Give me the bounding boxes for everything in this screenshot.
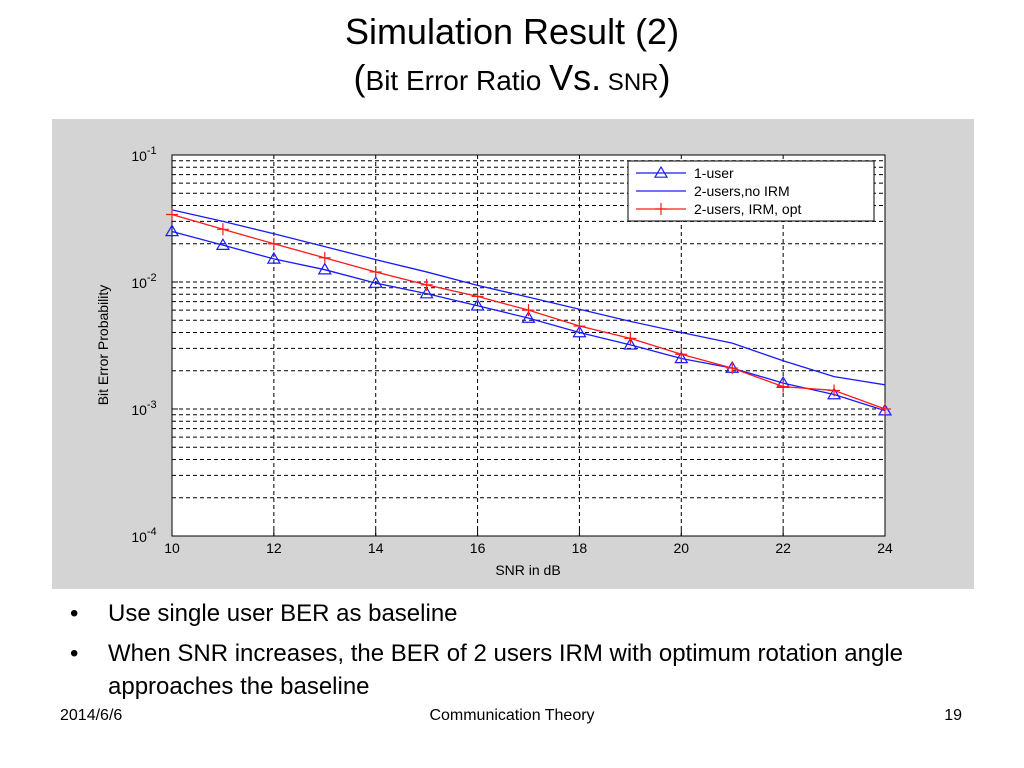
y-tick-label: 10-2 [131,272,156,291]
plus-marker [726,362,739,375]
subtitle-part1: Bit Error Ratio [365,65,550,96]
plus-marker [471,290,484,303]
footer-page-number: 19 [944,707,962,724]
x-tick-label: 12 [266,540,282,556]
series-3 [166,208,891,415]
triangle-marker [572,325,587,338]
triangle-marker [266,251,281,264]
plus-marker [267,237,280,250]
bullet-item: Use single user BER as baseline [66,597,996,630]
x-tick-label: 18 [572,540,588,556]
axis-ticks: 10 12 14 16 18 20 22 24 10-1 10-2 10-3 10-4 [131,145,893,556]
x-tick-label: 14 [368,540,384,556]
triangle-marker [368,275,383,288]
plus-marker [828,384,841,397]
x-tick-label: 20 [673,540,689,556]
plus-marker [166,208,178,221]
y-axis-label: Bit Error Probability [95,285,111,406]
chart-figure: 10 12 14 16 18 20 22 24 10-1 10-2 10-3 10-4 SNR in … [52,119,974,589]
triangle-marker [164,224,180,237]
triangle-marker [317,262,332,275]
bullet-item: When SNR increases, the BER of 2 users I… [66,637,996,703]
subtitle-vs: Vs. [549,57,602,98]
footer-date: 2014/6/6 [60,707,123,724]
subtitle-open-paren: ( [353,57,366,98]
chart-legend: 1-user 2-users,no IRM 2-users, IRM, opt [627,160,875,222]
series-line [171,209,886,386]
slide-subtitle: (Bit Error Ratio Vs. SNR) [0,58,1024,103]
plus-marker [369,265,382,278]
plus-marker [573,320,586,333]
triangle-marker [215,237,230,250]
x-tick-label: 16 [470,540,486,556]
chart-svg: 10 12 14 16 18 20 22 24 10-1 10-2 10-3 10-4 SNR in … [95,145,893,578]
plus-marker [675,348,688,361]
triangle-marker [623,337,638,350]
triangle-marker [653,165,669,178]
y-tick-label: 10-3 [131,399,156,418]
series-line [171,230,886,412]
plus-marker [879,403,891,415]
x-tick-label: 24 [877,540,893,556]
series-layer [164,208,893,416]
x-axis-label: SNR in dB [495,562,560,578]
y-tick-label: 10-4 [131,526,156,545]
plus-marker [318,251,331,264]
slide-title: Simulation Result (2) [344,11,680,52]
series-2 [171,209,886,386]
triangle-marker [470,298,485,311]
x-tick-label: 22 [775,540,791,556]
triangle-marker [521,310,536,323]
x-tick-label: 10 [164,540,180,556]
triangle-marker [674,351,689,364]
subtitle-close-paren: ) [658,57,671,98]
y-tick-label: 10-1 [131,145,156,164]
plus-marker [655,203,667,215]
plus-marker [777,380,790,393]
plus-marker [522,304,535,317]
triangle-marker [419,286,434,299]
triangle-marker [827,387,842,400]
legend-label: 2-users, IRM, opt [694,201,801,217]
plus-marker [420,278,433,291]
plus-marker [624,332,637,345]
legend-label: 2-users,no IRM [694,183,790,199]
plus-marker [216,223,229,236]
subtitle-part2: SNR [601,69,659,96]
footer-title: Communication Theory [429,707,595,724]
bullet-list: Use single user BER as baseline When SNR… [66,597,996,710]
legend-label: 1-user [694,165,734,181]
